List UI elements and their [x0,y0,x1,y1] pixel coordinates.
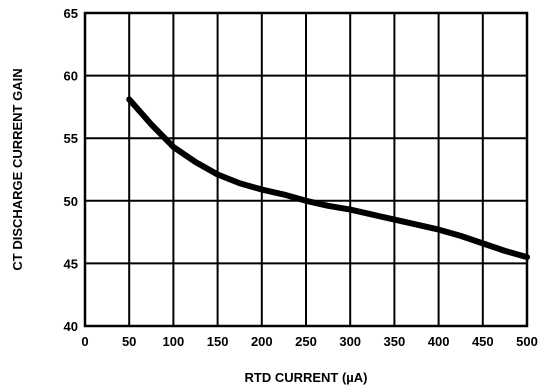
y-tick-label: 45 [64,256,78,271]
y-tick-labels: 40 45 50 55 60 65 [64,6,78,334]
x-tick-label: 250 [295,334,317,349]
plot-frame [83,11,529,328]
x-tick-label: 50 [122,334,136,349]
y-tick-label: 40 [64,319,78,334]
x-tick-label: 400 [428,334,450,349]
y-tick-label: 50 [64,194,78,209]
y-tick-label: 55 [64,131,78,146]
x-tick-label: 200 [251,334,273,349]
grid [84,12,528,327]
y-tick-label: 65 [64,6,78,21]
x-tick-label: 300 [339,334,361,349]
x-tick-labels: 0 50 100 150 200 250 300 350 400 450 500 [81,334,537,349]
x-tick-label: 450 [472,334,494,349]
x-tick-label: 150 [207,334,229,349]
series-line [126,96,530,261]
x-axis-title: RTD CURRENT (µA) [244,370,367,385]
x-tick-label: 500 [516,334,538,349]
x-tick-label: 0 [81,334,88,349]
y-tick-label: 60 [64,69,78,84]
x-tick-label: 350 [384,334,406,349]
y-axis-title: CT DISCHARGE CURRENT GAIN [10,68,25,270]
series-group [126,96,530,261]
x-tick-label: 100 [163,334,185,349]
